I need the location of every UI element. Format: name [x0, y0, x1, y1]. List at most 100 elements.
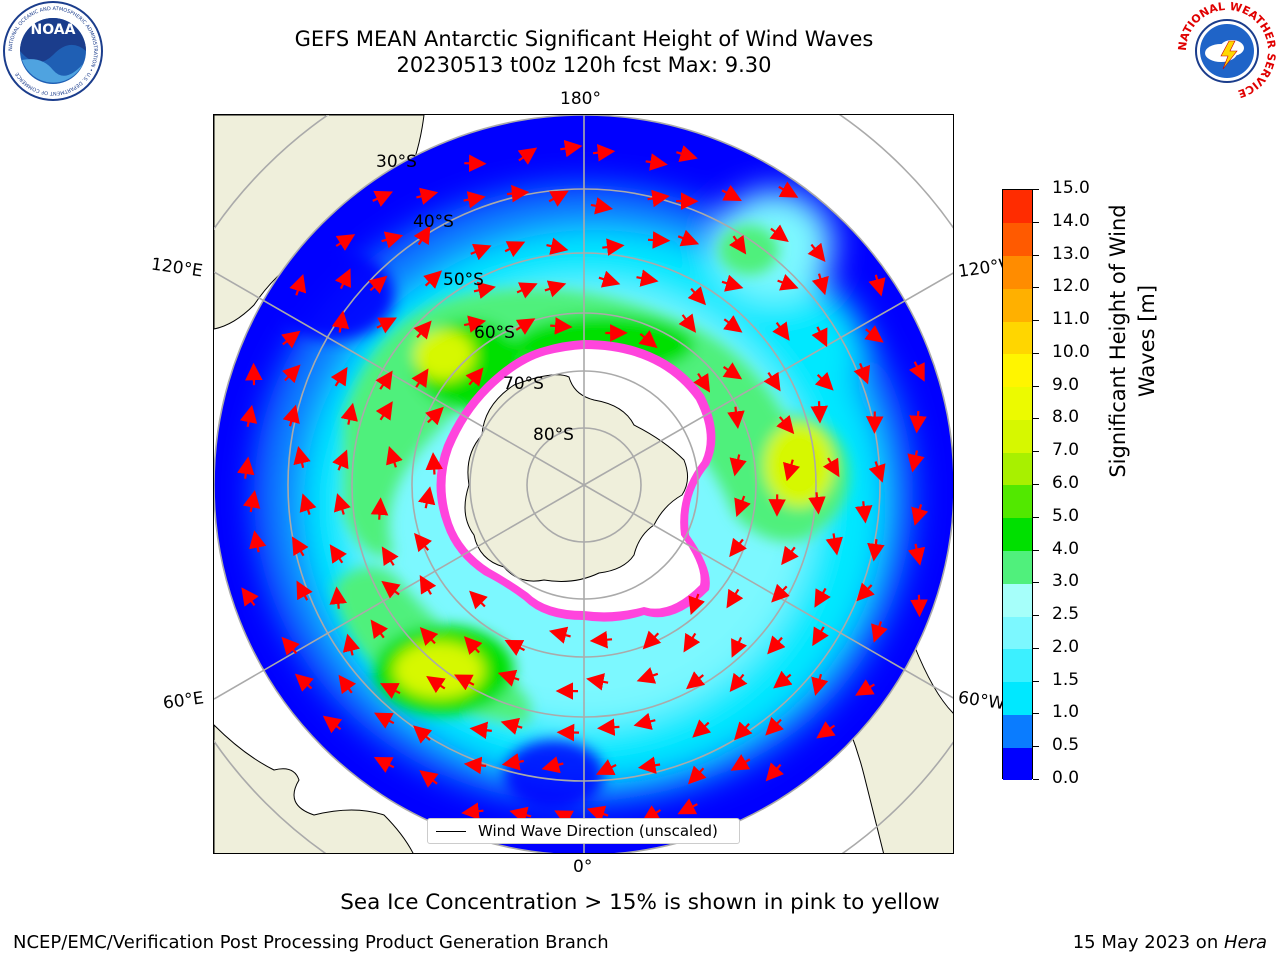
lon-label-0: 0°	[573, 857, 593, 877]
colorbar-tick	[1033, 254, 1039, 256]
wave-direction-arrow	[289, 274, 307, 296]
wave-direction-arrow	[586, 673, 609, 691]
wave-direction-arrow	[721, 274, 744, 292]
wave-direction-arrow	[544, 280, 567, 298]
wave-direction-arrow	[734, 721, 753, 741]
lat-label-30s: 30°S	[376, 152, 417, 172]
map-svg	[214, 115, 953, 853]
wave-direction-arrow	[814, 371, 834, 391]
colorbar-tick-label: 3.0	[1052, 571, 1080, 592]
colorbar-segment	[1003, 222, 1032, 257]
colorbar-segment	[1003, 714, 1032, 748]
wave-direction-arrow	[776, 414, 795, 435]
wave-direction-arrow	[504, 241, 526, 258]
colorbar-tick	[1033, 615, 1039, 617]
wave-direction-arrow	[473, 281, 496, 299]
wave-direction-arrow	[296, 580, 313, 601]
wave-direction-arrow	[808, 492, 826, 515]
wave-direction-arrow	[418, 486, 436, 509]
colorbar-segment	[1003, 648, 1032, 683]
colorbar-segment	[1003, 616, 1032, 650]
wave-direction-arrow	[765, 716, 784, 736]
colorbar-tick-label: 6.0	[1052, 473, 1080, 493]
wave-direction-arrow	[645, 153, 668, 171]
colorbar-tick	[1033, 287, 1039, 289]
colorbar-tick-label: 2.5	[1052, 604, 1080, 625]
lat-label-50s: 50°S	[443, 270, 484, 290]
wave-direction-arrow	[638, 330, 658, 349]
colorbar-tick-label: 11.0	[1052, 309, 1090, 330]
wave-direction-arrow	[548, 626, 571, 644]
wave-direction-arrow	[375, 370, 393, 391]
lon-label-120e: 120°E	[149, 254, 204, 282]
wave-direction-arrow	[516, 282, 538, 299]
wave-direction-arrow	[517, 147, 538, 165]
colorbar-tick	[1033, 680, 1039, 682]
wave-direction-arrow	[329, 544, 347, 564]
wave-direction-arrow	[763, 371, 781, 392]
colorbar-segment	[1003, 353, 1032, 388]
lat-label-80s: 80°S	[533, 425, 574, 445]
wave-direction-arrow	[414, 532, 432, 553]
wave-direction-arrow	[765, 762, 784, 782]
wave-direction-arrow	[329, 586, 348, 609]
wave-direction-arrow	[592, 143, 616, 162]
wave-direction-arrow	[386, 446, 403, 468]
wave-direction-arrow	[293, 446, 311, 469]
wave-direction-arrow	[728, 235, 747, 255]
wave-direction-arrow	[294, 673, 314, 692]
wave-direction-arrow	[381, 546, 399, 566]
wave-direction-arrow	[249, 530, 267, 553]
wave-direction-arrow	[500, 717, 523, 735]
colorbar-segment	[1003, 583, 1032, 617]
footer-date: 15 May 2023 on Hera	[1072, 932, 1267, 953]
wave-direction-arrow	[461, 802, 484, 820]
colorbar-segment	[1003, 550, 1032, 584]
wave-direction-arrow	[589, 630, 613, 649]
colorbar-tick-label: 0.0	[1052, 768, 1080, 788]
wave-direction-arrow	[597, 718, 620, 737]
wave-direction-arrow	[678, 313, 697, 333]
wave-direction-arrow	[469, 590, 488, 610]
wave-direction-arrow	[871, 621, 888, 643]
colorbar-segment	[1003, 747, 1032, 781]
wave-direction-arrow	[807, 242, 826, 263]
noaa-logo-icon: NOAA NATIONAL OCEANIC AND ATMOSPHERIC AD…	[2, 0, 104, 102]
wave-direction-arrow	[595, 759, 617, 776]
wave-direction-arrow	[868, 461, 886, 483]
wave-direction-arrow	[731, 636, 748, 658]
wave-direction-arrow	[373, 756, 395, 773]
wave-direction-arrow	[546, 237, 569, 255]
chart-subtitle: 20230513 t00z 120h fcst Max: 9.30	[396, 53, 772, 77]
wave-direction-arrow	[515, 318, 536, 335]
wave-direction-arrow	[501, 753, 524, 771]
lon-label-60e: 60°E	[161, 688, 206, 714]
wave-direction-arrow	[281, 330, 301, 349]
wave-direction-arrow	[506, 184, 530, 203]
wave-direction-arrow	[811, 273, 829, 296]
wave-direction-arrow	[816, 721, 836, 739]
caption: Sea Ice Concentration > 15% is shown in …	[340, 890, 940, 915]
colorbar-tick-label: 5.0	[1052, 505, 1080, 526]
wave-direction-arrow	[688, 593, 706, 616]
lon-label-180: 180°	[560, 89, 601, 109]
colorbar-tick	[1033, 189, 1039, 190]
wave-direction-arrow	[497, 669, 520, 687]
wave-direction-arrow	[333, 493, 351, 515]
wave-direction-arrow	[381, 580, 401, 599]
wave-direction-arrow	[868, 274, 886, 297]
wave-direction-arrow	[907, 543, 926, 566]
wave-direction-arrow	[647, 189, 670, 208]
colorbar-tick-labels: 0.0 0.5 1.0 1.5 2.0 2.5 3.0 4.0 5.0 6.0 7.0 8.0 9.0 1…	[1052, 178, 1112, 788]
wave-direction-arrow	[864, 325, 884, 343]
wave-direction-arrow	[374, 712, 395, 729]
wind-wave-arrows	[237, 139, 929, 827]
colorbar-segment	[1003, 321, 1032, 355]
colorbar-segment	[1003, 386, 1032, 420]
wave-direction-arrow	[291, 536, 309, 557]
colorbar	[1002, 189, 1033, 781]
wave-direction-arrow	[338, 674, 357, 695]
wave-direction-arrow	[299, 493, 317, 515]
wave-direction-arrow	[470, 243, 492, 261]
wave-direction-arrow	[723, 315, 743, 333]
